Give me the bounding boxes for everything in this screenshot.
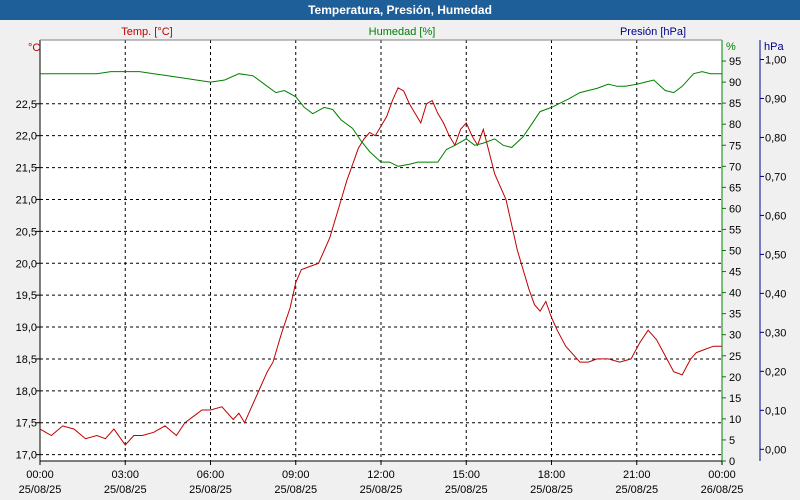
date-tick-label: 25/08/25	[445, 484, 488, 496]
temperature-tick-label: 20,0	[16, 258, 37, 270]
temperature-tick-label: 18,0	[16, 386, 37, 398]
pressure-tick-label: 0,90	[765, 93, 786, 105]
grid	[40, 40, 722, 461]
series-group	[39, 71, 722, 446]
temperature-tick-label: 20,5	[16, 226, 37, 238]
time-tick-label: 21:00	[623, 469, 651, 481]
humidity-tick-label: 35	[729, 309, 741, 321]
humidity-tick-label: 95	[729, 56, 741, 68]
temperature-tick-label: 22,5	[16, 99, 37, 111]
pressure-tick-label: 0,00	[765, 444, 786, 456]
temperature-tick-label: 21,5	[16, 163, 37, 175]
time-tick-label: 03:00	[111, 469, 139, 481]
pressure-tick-label: 0,10	[765, 405, 786, 417]
pressure-tick-label: 0,30	[765, 327, 786, 339]
humidity-tick-label: 5	[729, 435, 735, 447]
temperature-tick-label: 17,5	[16, 418, 37, 430]
humidity-unit-label: %	[726, 41, 736, 53]
date-tick-label: 25/08/25	[104, 484, 147, 496]
date-tick-label: 25/08/25	[360, 484, 403, 496]
time-tick-label: 06:00	[197, 469, 225, 481]
humidity-tick-label: 30	[729, 330, 741, 342]
temperature-tick-label: 22,0	[16, 131, 37, 143]
humidity-tick-label: 0	[729, 456, 735, 468]
date-tick-label: 25/08/25	[530, 484, 573, 496]
humidity-tick-label: 20	[729, 372, 741, 384]
temperature-series-line	[39, 87, 722, 446]
temperature-tick-label: 19,5	[16, 290, 37, 302]
humidity-tick-label: 90	[729, 77, 741, 89]
temperature-legend-label: Temp. [°C]	[121, 26, 172, 38]
time-axis: 00:00 25/08/25 03:00 25/08/25 06:00 25/08/25 0…	[19, 461, 744, 496]
pressure-tick-label: 0,40	[765, 288, 786, 300]
time-tick-label: 12:00	[367, 469, 395, 481]
humidity-tick-label: 40	[729, 288, 741, 300]
pressure-tick-label: 0,70	[765, 171, 786, 183]
temperature-axis: 17,0 17,5 18,0 18,5 19,0 19,5 20,0 20,5 21,0 21,5…	[16, 99, 40, 462]
humidity-tick-label: 65	[729, 182, 741, 194]
humidity-tick-label: 45	[729, 267, 741, 279]
humidity-tick-label: 75	[729, 140, 741, 152]
humidity-legend-label: Humedad [%]	[369, 26, 436, 38]
pressure-tick-label: 0,60	[765, 210, 786, 222]
humidity-tick-label: 60	[729, 203, 741, 215]
date-tick-label: 25/08/25	[189, 484, 232, 496]
pressure-legend-label: Presión [hPa]	[620, 26, 686, 38]
pressure-tick-label: 0,20	[765, 366, 786, 378]
humidity-tick-label: 25	[729, 351, 741, 363]
temperature-tick-label: 17,0	[16, 450, 37, 462]
humidity-tick-label: 55	[729, 224, 741, 236]
date-tick-label: 26/08/25	[701, 484, 744, 496]
time-tick-label: 09:00	[282, 469, 310, 481]
humidity-tick-label: 15	[729, 393, 741, 405]
date-tick-label: 25/08/25	[19, 484, 62, 496]
humidity-tick-label: 70	[729, 161, 741, 173]
pressure-tick-label: 1,00	[765, 54, 786, 66]
pressure-tick-label: 0,80	[765, 132, 786, 144]
pressure-tick-label: 0,50	[765, 249, 786, 261]
pressure-unit-label: hPa	[764, 41, 784, 53]
humidity-tick-label: 85	[729, 98, 741, 110]
temperature-tick-label: 19,0	[16, 322, 37, 334]
temperature-tick-label: 21,0	[16, 194, 37, 206]
time-tick-label: 00:00	[26, 469, 54, 481]
date-tick-label: 25/08/25	[615, 484, 658, 496]
humidity-series-line	[40, 71, 722, 167]
pressure-axis: 0,00 0,10 0,20 0,30 0,40 0,50 0,60 0,70 0,80 0,90…	[760, 54, 786, 456]
window-title: Temperatura, Presión, Humedad	[0, 0, 800, 20]
humidity-tick-label: 80	[729, 119, 741, 131]
temperature-unit-label: °C	[28, 42, 40, 54]
time-tick-label: 00:00	[708, 469, 736, 481]
temperature-tick-label: 18,5	[16, 354, 37, 366]
date-tick-label: 25/08/25	[274, 484, 317, 496]
humidity-tick-label: 50	[729, 246, 741, 258]
humidity-axis: 0 5 10 15 20 25 30 35 40 45 50 55 60 65 70 75 80 85 90 95	[722, 56, 741, 468]
time-tick-label: 15:00	[452, 469, 480, 481]
humidity-tick-label: 10	[729, 414, 741, 426]
time-tick-label: 18:00	[538, 469, 566, 481]
